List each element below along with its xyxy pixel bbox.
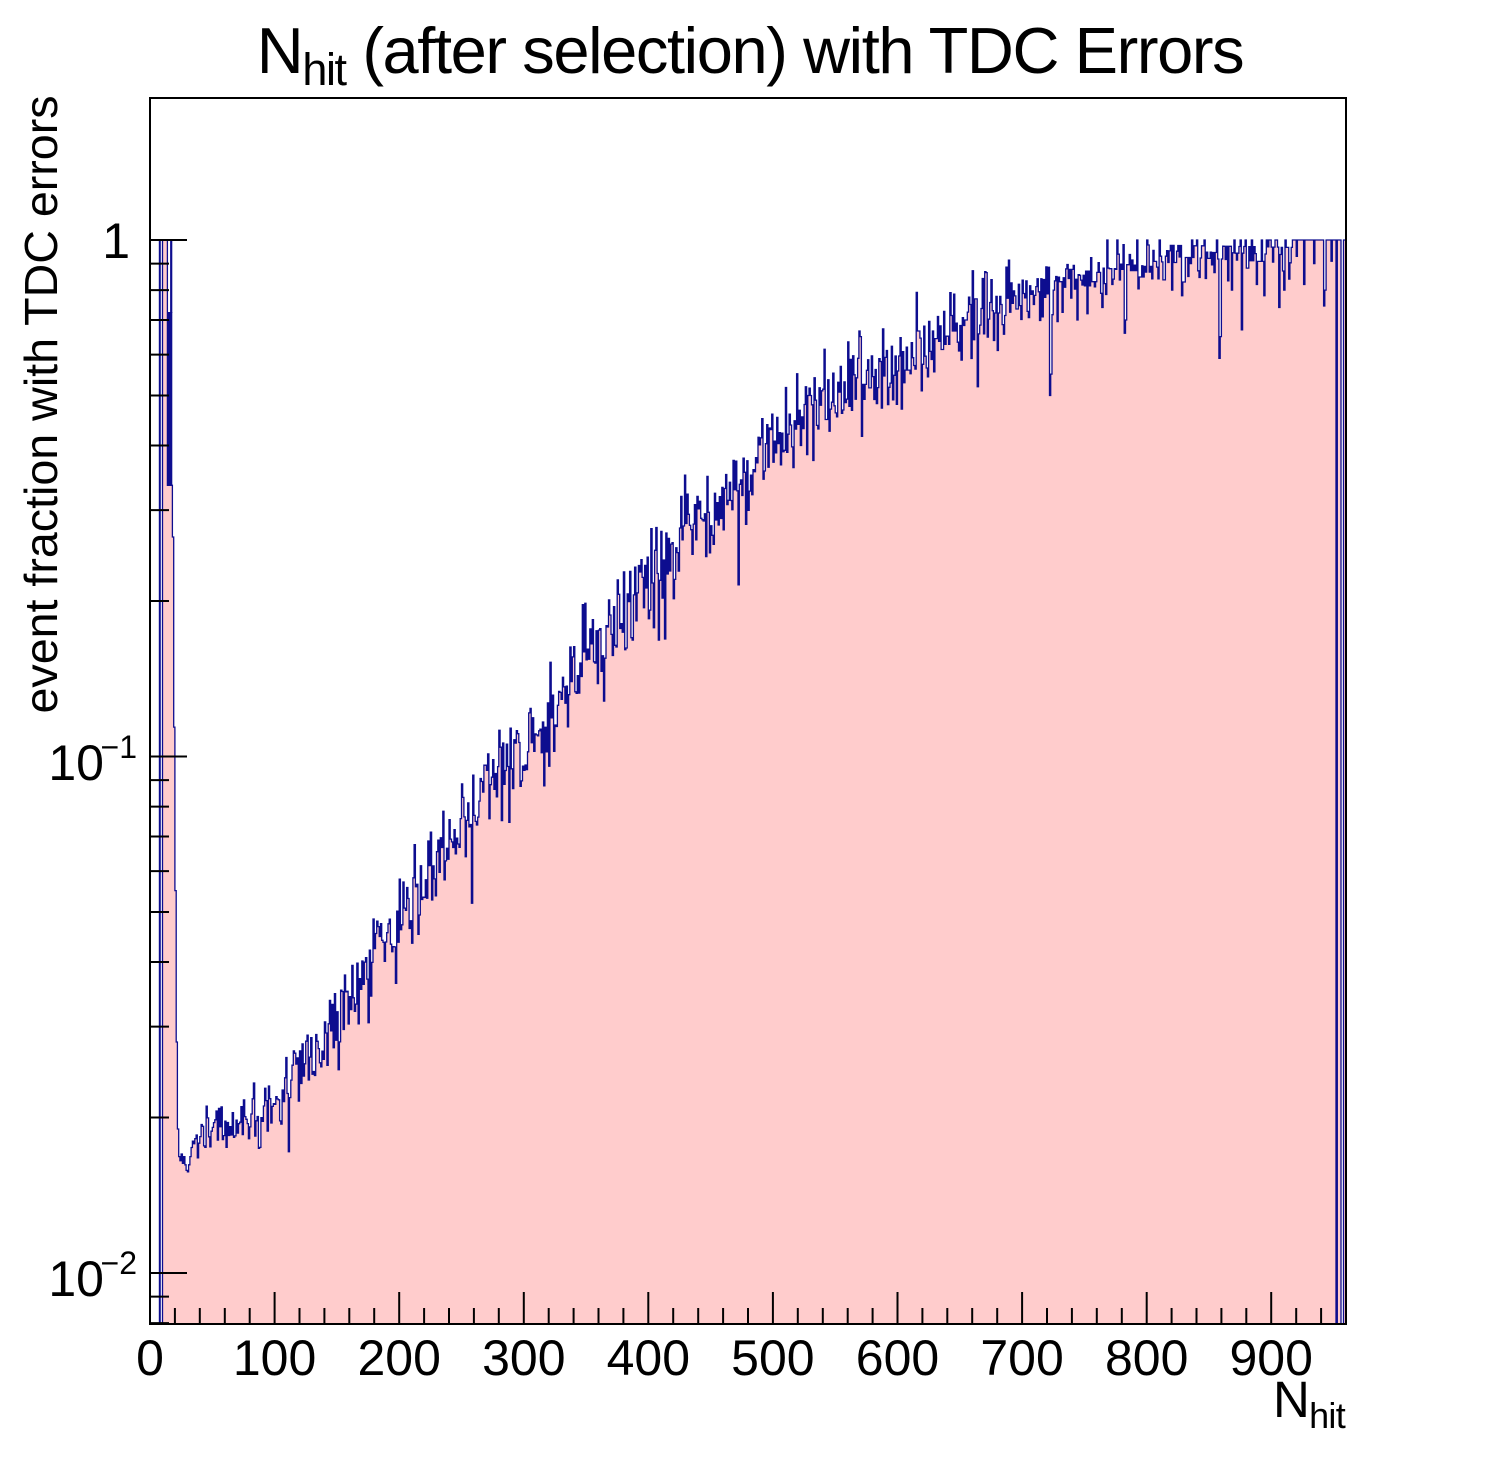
svg-text:100: 100 (233, 1330, 316, 1386)
svg-text:event fraction with TDC errors: event fraction with TDC errors (15, 95, 67, 713)
svg-text:Nhit (after selection) with TD: Nhit (after selection) with TDC Errors (257, 14, 1243, 95)
svg-text:900: 900 (1229, 1330, 1312, 1386)
svg-text:700: 700 (980, 1330, 1063, 1386)
svg-text:1: 1 (102, 213, 130, 269)
svg-text:800: 800 (1105, 1330, 1188, 1386)
svg-text:200: 200 (357, 1330, 440, 1386)
svg-text:10: 10 (48, 735, 104, 791)
svg-text:600: 600 (856, 1330, 939, 1386)
svg-text:Nhit: Nhit (1273, 1371, 1346, 1436)
svg-text:300: 300 (482, 1330, 565, 1386)
svg-text:400: 400 (607, 1330, 690, 1386)
svg-text:0: 0 (136, 1330, 164, 1386)
svg-text:10: 10 (48, 1251, 104, 1307)
svg-text:500: 500 (731, 1330, 814, 1386)
svg-text:−2: −2 (101, 1245, 137, 1281)
svg-text:−1: −1 (101, 729, 137, 765)
